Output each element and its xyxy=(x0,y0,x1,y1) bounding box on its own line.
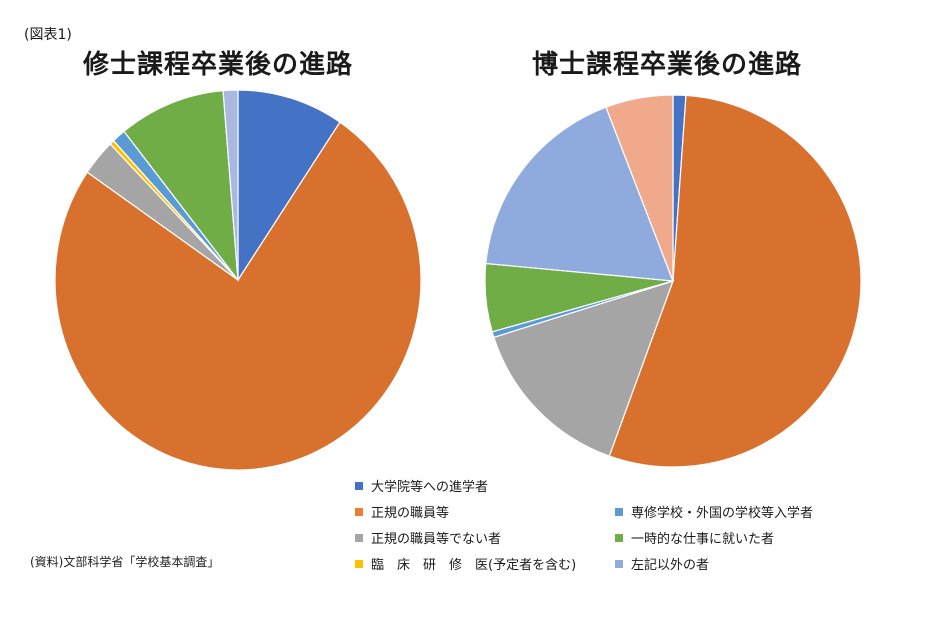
legend-swatch xyxy=(355,559,363,568)
legend-item: 専修学校・外国の学校等入学者 xyxy=(615,502,813,521)
legend-swatch xyxy=(355,507,363,516)
pie-slice xyxy=(123,89,239,282)
pie-slice xyxy=(485,106,674,282)
legend-label: 左記以外の者 xyxy=(631,558,710,573)
legend-label: 臨 床 研 修 医(予定者を含む) xyxy=(371,558,577,573)
chart-title-doctoral: 博士課程卒業後の進路 xyxy=(532,50,803,80)
legend-swatch xyxy=(615,533,623,542)
legend-item: 臨 床 研 修 医(予定者を含む) xyxy=(355,554,576,573)
legend-swatch xyxy=(355,481,363,490)
pie-slice xyxy=(222,89,239,281)
legend-item: 正規の職員等でない者 xyxy=(355,528,501,547)
figure-label: (図表1) xyxy=(24,27,72,43)
legend-label: 大学院等への進学者 xyxy=(371,480,489,495)
legend-label: 専修学校・外国の学校等入学者 xyxy=(631,506,814,521)
legend-item: 左記以外の者 xyxy=(615,554,709,573)
pie-slice xyxy=(237,89,341,283)
pie-slice xyxy=(605,94,674,282)
legend-swatch xyxy=(615,507,623,516)
legend-label: 正規の職員等でない者 xyxy=(371,532,502,547)
pie-slice xyxy=(54,121,422,471)
pie-chart-doctoral xyxy=(484,94,862,468)
source-note: (資料)文部科学省「学校基本調査」 xyxy=(30,555,220,569)
legend-label: 一時的な仕事に就いた者 xyxy=(631,532,775,547)
pie-chart-masters xyxy=(54,89,422,471)
pie-slice xyxy=(608,94,862,468)
legend-swatch xyxy=(355,533,363,542)
legend-item: 一時的な仕事に就いた者 xyxy=(615,528,774,547)
pie-slice xyxy=(493,280,674,457)
legend-swatch xyxy=(615,559,623,568)
legend-item: 大学院等への進学者 xyxy=(355,476,488,495)
legend-item: 正規の職員等 xyxy=(355,502,449,521)
legend-label: 正規の職員等 xyxy=(371,506,450,521)
chart-title-masters: 修士課程卒業後の進路 xyxy=(83,50,354,80)
